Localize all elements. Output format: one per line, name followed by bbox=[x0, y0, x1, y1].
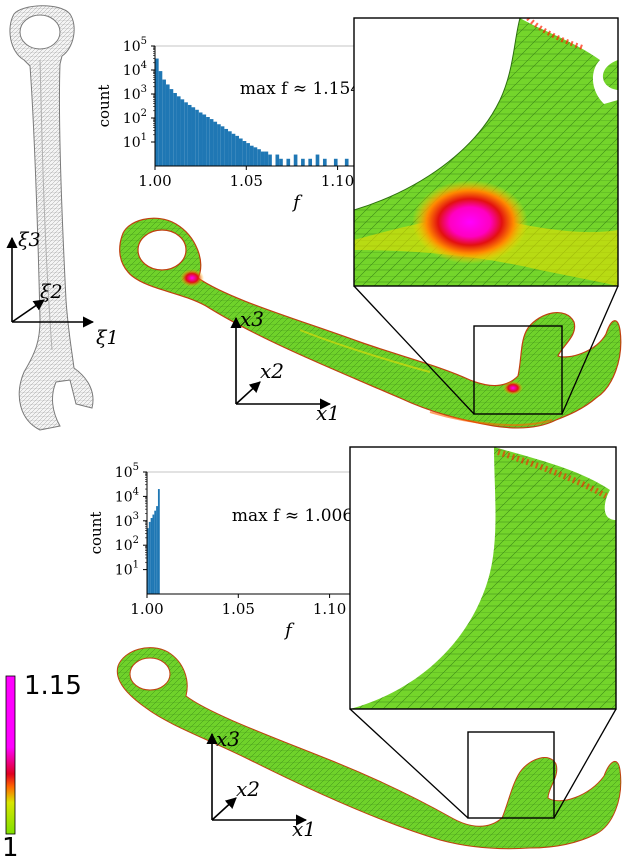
x-tick-label: 1.00 bbox=[130, 600, 163, 618]
deformed-wrench-bottom bbox=[116, 647, 622, 850]
histogram-bar bbox=[242, 141, 247, 166]
y-tick-label: 103 bbox=[123, 84, 147, 103]
histogram-bar bbox=[156, 506, 158, 594]
histogram-bar bbox=[217, 124, 221, 166]
max-f-annotation: max f ≈ 1.0067 bbox=[232, 506, 364, 526]
histogram-bar bbox=[148, 521, 151, 594]
y-tick-label: 102 bbox=[115, 535, 139, 554]
histogram-bar bbox=[293, 154, 298, 166]
histogram-bar bbox=[209, 119, 214, 166]
zoom-inset-bottom bbox=[349, 446, 617, 819]
axis-label-xi1: ξ1 bbox=[96, 327, 119, 349]
histogram-bar bbox=[238, 138, 243, 166]
histogram-bar bbox=[191, 107, 196, 166]
axis-label-xi3: ξ3 bbox=[18, 229, 41, 251]
axis-label-x3-top: x3 bbox=[240, 307, 264, 331]
x-tick-label: 1.00 bbox=[138, 172, 171, 190]
histogram-bar bbox=[235, 135, 239, 166]
histogram-bar bbox=[195, 109, 199, 166]
histogram-bar bbox=[275, 154, 280, 166]
histogram-bar bbox=[220, 126, 225, 166]
y-tick-label: 103 bbox=[115, 511, 139, 530]
histogram-bar bbox=[344, 158, 349, 166]
histogram-bar bbox=[333, 158, 338, 166]
x-axis-label: f bbox=[291, 192, 303, 213]
y-tick-label: 105 bbox=[123, 36, 147, 55]
histogram-bar bbox=[154, 510, 157, 594]
histogram-bar bbox=[228, 131, 232, 166]
y-tick-label: 104 bbox=[115, 486, 139, 505]
histogram-bar bbox=[169, 89, 174, 166]
histogram-bar bbox=[176, 96, 181, 166]
histogram-bar bbox=[165, 84, 170, 166]
histogram-bar bbox=[231, 133, 236, 166]
histogram-bar bbox=[198, 112, 203, 166]
histogram-bar bbox=[308, 158, 313, 166]
deformed-wrench-top bbox=[119, 217, 622, 429]
x-axis-label: f bbox=[283, 620, 295, 641]
histogram-bar bbox=[150, 518, 153, 594]
histogram-bar bbox=[260, 151, 265, 166]
x-tick-label: 1.10 bbox=[313, 600, 346, 618]
histogram-bar bbox=[253, 147, 258, 166]
histogram-bar bbox=[322, 158, 327, 166]
histogram-bar bbox=[315, 154, 320, 166]
histogram-bar bbox=[279, 158, 283, 166]
histogram-bar bbox=[268, 154, 272, 166]
axis-label-x1-top: x1 bbox=[316, 401, 340, 425]
axis-label-xi2: ξ2 bbox=[40, 281, 63, 303]
histogram-bar bbox=[202, 114, 207, 166]
y-tick-label: 102 bbox=[123, 108, 147, 127]
histogram-bar bbox=[286, 158, 291, 166]
histogram-bar bbox=[152, 514, 155, 594]
x-tick-label: 1.05 bbox=[222, 600, 255, 618]
histogram-bar bbox=[155, 58, 159, 167]
histogram-bar bbox=[301, 158, 305, 166]
reference-axes: ξ3 ξ2 ξ1 bbox=[6, 229, 119, 349]
colorbar: 1.15 1 bbox=[2, 671, 82, 859]
histogram-bar bbox=[173, 93, 177, 166]
y-axis-label: count bbox=[95, 85, 113, 128]
y-tick-label: 105 bbox=[115, 462, 139, 481]
axis-label-x2-top: x2 bbox=[260, 359, 284, 383]
axis-label-x2-bottom: x2 bbox=[236, 777, 260, 801]
colorbar-max-label: 1.15 bbox=[24, 671, 82, 701]
histogram-bar bbox=[257, 149, 261, 166]
y-axis-label: count bbox=[87, 512, 105, 555]
histogram-bar bbox=[184, 102, 188, 166]
y-tick-label: 101 bbox=[115, 560, 139, 579]
x-tick-label: 1.05 bbox=[230, 172, 263, 190]
deformed-axes-top: x3 x2 x1 bbox=[230, 307, 340, 425]
y-tick-label: 101 bbox=[123, 132, 147, 151]
y-tick-label: 104 bbox=[123, 60, 147, 79]
x-tick-label: 1.10 bbox=[321, 172, 354, 190]
histogram-bar bbox=[249, 145, 254, 166]
reference-wrench bbox=[9, 5, 94, 431]
histogram-bar bbox=[158, 71, 163, 166]
axis-label-x1-bottom: x1 bbox=[292, 817, 316, 841]
histogram-bar bbox=[213, 121, 218, 166]
histogram-bar bbox=[162, 79, 166, 166]
histogram-bar bbox=[224, 128, 229, 166]
deformed-axes-bottom: x3 x2 x1 bbox=[206, 727, 316, 841]
zoom-inset-top bbox=[353, 17, 619, 415]
histogram-bar bbox=[246, 143, 250, 166]
histogram-bar bbox=[187, 104, 192, 166]
colorbar-min-label: 1 bbox=[2, 833, 19, 859]
histogram-bar bbox=[264, 151, 269, 166]
max-f-annotation: max f ≈ 1.1540 bbox=[240, 79, 372, 99]
histogram-bar bbox=[180, 99, 185, 166]
histogram-bar bbox=[206, 117, 210, 166]
histogram-bar bbox=[157, 489, 160, 594]
axis-label-x3-bottom: x3 bbox=[216, 727, 240, 751]
histogram-bar bbox=[147, 528, 149, 594]
